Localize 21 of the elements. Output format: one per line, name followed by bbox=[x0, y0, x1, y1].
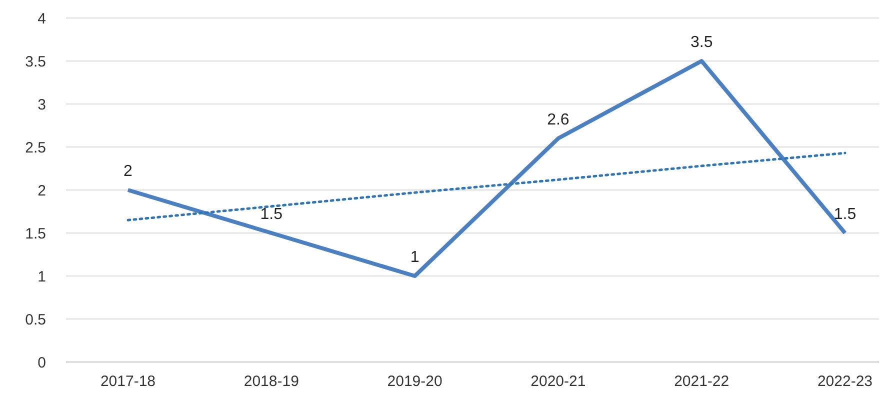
data-label: 2.6 bbox=[547, 111, 570, 128]
data-label: 3.5 bbox=[690, 34, 713, 51]
y-tick-label: 4 bbox=[38, 10, 46, 28]
x-tick-label: 2020-21 bbox=[530, 373, 586, 390]
y-tick-label: 0.5 bbox=[25, 311, 46, 328]
x-tick-label: 2017-18 bbox=[100, 373, 156, 390]
y-tick-label: 1 bbox=[38, 268, 46, 286]
y-tick-label: 0 bbox=[38, 354, 46, 372]
data-label: 2 bbox=[124, 163, 133, 180]
data-label: 1.5 bbox=[260, 206, 283, 223]
x-tick-label: 2019-20 bbox=[387, 373, 442, 390]
x-tick-label: 2021-22 bbox=[674, 373, 730, 390]
data-label: 1.5 bbox=[834, 206, 856, 223]
y-tick-label: 3.5 bbox=[25, 53, 46, 70]
y-tick-label: 1.5 bbox=[25, 225, 46, 242]
data-label: 1 bbox=[410, 249, 420, 266]
y-tick-label: 2 bbox=[38, 182, 46, 200]
x-tick-label: 2018-19 bbox=[244, 373, 299, 390]
x-tick-label: 2022-23 bbox=[817, 373, 873, 390]
y-tick-label: 2.5 bbox=[25, 139, 46, 156]
y-tick-label: 3 bbox=[38, 96, 46, 114]
